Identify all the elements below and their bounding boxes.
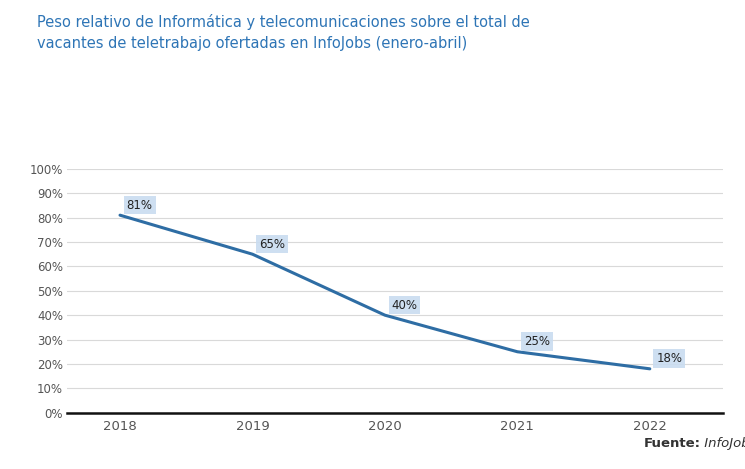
- Text: 25%: 25%: [524, 335, 550, 348]
- Text: Peso relativo de Informática y telecomunicaciones sobre el total de
vacantes de : Peso relativo de Informática y telecomun…: [37, 14, 530, 51]
- Text: 65%: 65%: [259, 237, 285, 250]
- Text: InfoJobs: InfoJobs: [700, 437, 745, 450]
- Text: 40%: 40%: [392, 298, 417, 311]
- Text: 81%: 81%: [127, 198, 153, 212]
- Text: 18%: 18%: [656, 352, 682, 365]
- Text: Fuente:: Fuente:: [643, 437, 700, 450]
